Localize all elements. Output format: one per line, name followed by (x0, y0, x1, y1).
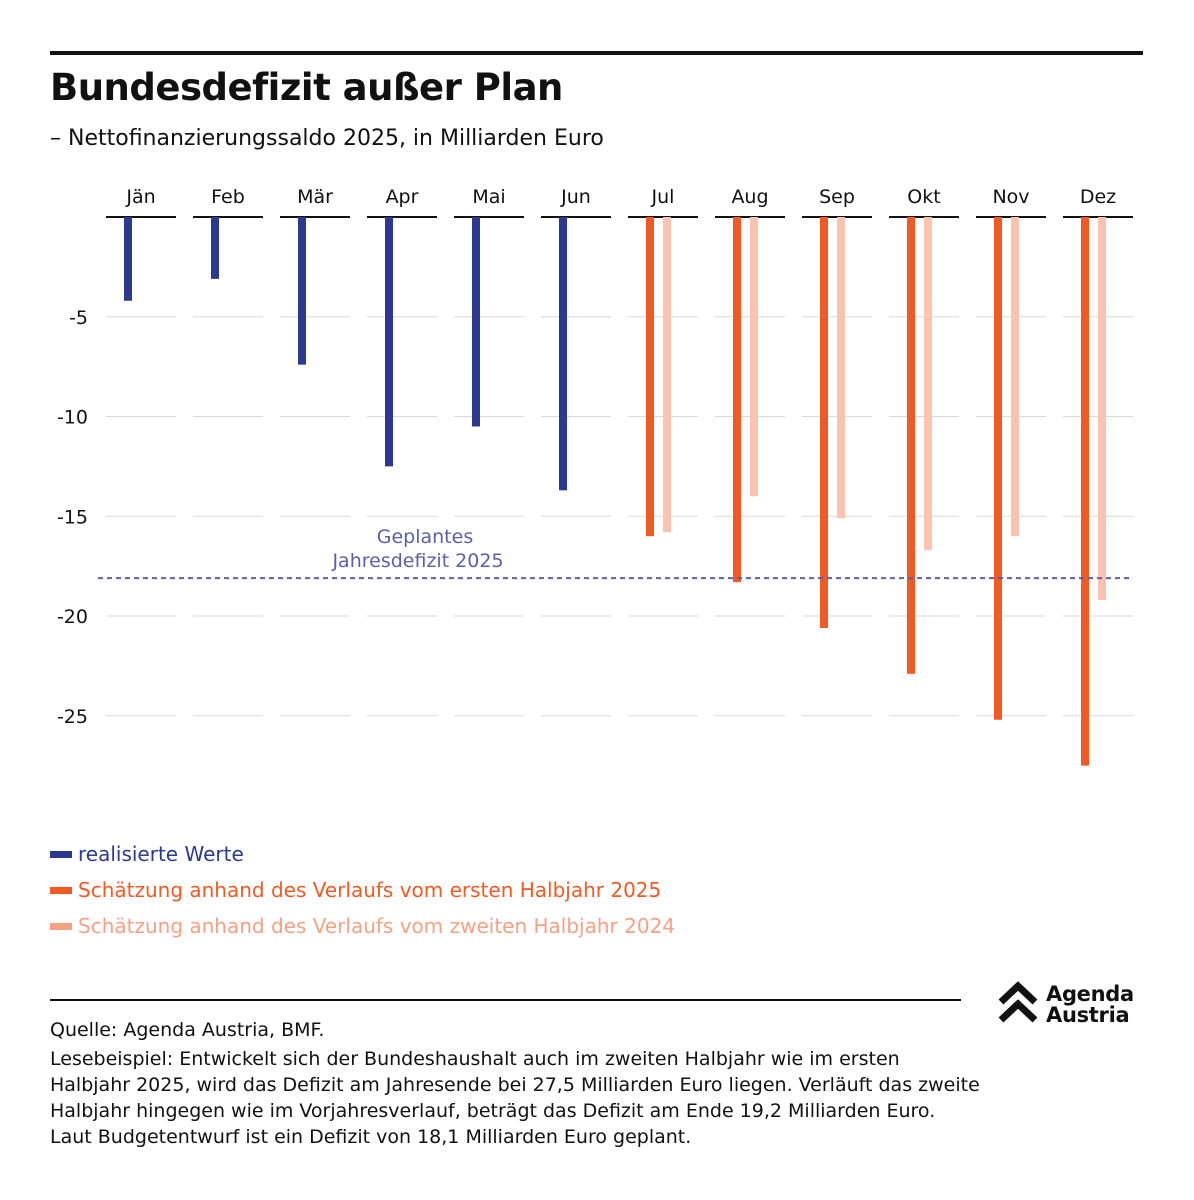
bar (1098, 217, 1106, 601)
x-category-label: Sep (819, 186, 855, 208)
legend-swatch-realized (50, 850, 72, 858)
y-tick-label: -15 (57, 506, 88, 528)
bar-chart: -5 -10 -15 -20 -25 Jän Feb Mär Apr Mai Jun Jul Aug Se… (57, 186, 1133, 766)
bar (907, 217, 915, 674)
bar (750, 217, 758, 497)
bar (559, 217, 567, 491)
chart-title: Bundesdefizit außer Plan (50, 66, 563, 109)
x-category-label: Jun (560, 186, 591, 208)
bar (733, 217, 741, 583)
logo-text: Agenda Austria (1046, 984, 1134, 1026)
legend-item-first-half: Schätzung anhand des Verlaufs vom ersten… (50, 872, 675, 908)
y-tick-label: -5 (69, 307, 88, 329)
legend-label-first-half: Schätzung anhand des Verlaufs vom ersten… (78, 878, 662, 902)
x-category-label: Nov (992, 186, 1029, 208)
x-category-label: Jän (125, 186, 155, 208)
legend-label-second-half: Schätzung anhand des Verlaufs vom zweite… (78, 914, 676, 938)
reading-example: Lesebeispiel: Entwickelt sich der Bundes… (50, 1048, 980, 1148)
legend: realisierte Werte Schätzung anhand des V… (50, 836, 675, 944)
double-chevron-up-icon (998, 981, 1038, 1023)
x-category-label: Okt (907, 186, 940, 208)
bar (1011, 217, 1019, 537)
bottom-rule (50, 999, 961, 1001)
x-category-label: Mär (297, 186, 333, 208)
bar (837, 217, 845, 519)
bar (924, 217, 932, 551)
legend-swatch-second-half (50, 922, 72, 930)
x-category-label: Dez (1080, 186, 1116, 208)
bar (385, 217, 393, 467)
logo-line-2: Austria (1046, 1003, 1130, 1027)
chart-subtitle: – Nettofinanzierungssaldo 2025, in Milli… (50, 126, 604, 151)
x-category-label: Jul (651, 186, 675, 208)
bar (663, 217, 671, 533)
x-category-label: Mai (472, 186, 505, 208)
reference-label-line-1: Geplantes (377, 526, 473, 548)
y-tick-label: -25 (57, 706, 88, 728)
x-category-label: Apr (386, 186, 419, 208)
bar (124, 217, 132, 301)
legend-item-realized: realisierte Werte (50, 836, 675, 872)
bar (298, 217, 306, 365)
bar (211, 217, 219, 279)
bar (646, 217, 654, 537)
legend-label-realized: realisierte Werte (78, 842, 244, 866)
logo-line-1: Agenda (1046, 982, 1134, 1006)
agenda-austria-logo: Agenda Austria (996, 980, 1146, 1030)
y-tick-label: -20 (57, 606, 88, 628)
x-category-label: Feb (211, 186, 245, 208)
y-tick-label: -10 (57, 407, 88, 429)
x-category-label: Aug (731, 186, 768, 208)
bar (1081, 217, 1089, 766)
legend-swatch-first-half (50, 886, 72, 894)
bar (472, 217, 480, 427)
legend-item-second-half: Schätzung anhand des Verlaufs vom zweite… (50, 908, 675, 944)
top-rule (50, 51, 1143, 55)
source-note: Quelle: Agenda Austria, BMF. (50, 1019, 325, 1041)
reference-label-line-2: Jahresdefizit 2025 (331, 550, 503, 572)
bar (820, 217, 828, 628)
bar (994, 217, 1002, 720)
